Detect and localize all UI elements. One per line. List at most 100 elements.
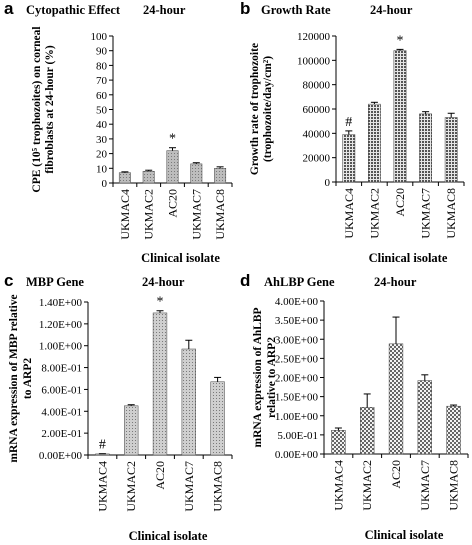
chart-c-svg: c MBP Gene 24-hour 0.00E+00 2.00E-01 4.00E-01… (4, 271, 233, 543)
y-tick-label-d: 1.50E+00 (275, 392, 319, 404)
x-tick-label-c: AC20 (153, 461, 167, 490)
panel-d: d AhLBP Gene 24-hour 0.00E+00 5.00E-01 1.00E+… (236, 271, 472, 545)
y-axis-label-c: mRNA expression of MBP relative (8, 294, 20, 462)
y-tick-label-a: 20 (96, 149, 108, 161)
y-axis-label-a: fibroblasts at 24-hour (%) (44, 45, 56, 173)
y-axis-label-b: Growth rate of trophozoite (249, 43, 261, 175)
bar-d-ukmac2 (360, 407, 375, 455)
significance-mark-b: # (345, 115, 352, 130)
y-tick-label-c: 4.00E-01 (41, 406, 82, 418)
panel-letter-a: a (4, 0, 14, 18)
x-tick-label-c: UKMAC8 (211, 461, 225, 512)
x-tick-label-c: UKMAC7 (182, 461, 196, 512)
chart-a-svg: a Cytopathic Effect 24-hour 0 10 20 30 40 50 60 70… (4, 0, 233, 265)
y-tick-label-d: 1.00E+00 (275, 411, 319, 423)
y-tick-label-a: 60 (96, 90, 108, 102)
y-tick-label-c: 1.00E+00 (39, 341, 83, 353)
y-tick-label-c: 8.00E-01 (41, 363, 82, 375)
y-tick-label-a: 0 (102, 178, 108, 190)
y-tick-label-b: 20000 (303, 153, 331, 165)
chart-title-b: Growth Rate (261, 3, 331, 17)
x-tick-label-b: UKMAC4 (342, 188, 356, 239)
x-tick-label-a: UKMAC8 (213, 189, 227, 240)
bar-c-ukmac8 (210, 381, 225, 456)
chart-title-c: MBP Gene (26, 275, 84, 289)
y-tick-label-a: 80 (96, 60, 108, 72)
x-tick-label-a: UKMAC2 (142, 189, 156, 240)
significance-mark-a: * (169, 132, 176, 147)
y-tick-label-a: 100 (91, 31, 108, 43)
chart-subtitle-a: 24-hour (143, 3, 186, 17)
panel-b: b Growth Rate 24-hour 0 20000 40000 60000 80000… (236, 0, 472, 272)
x-tick-label-b: AC20 (393, 188, 407, 217)
y-tick-label-d: 2.00E+00 (275, 373, 319, 385)
chart-title-a: Cytopathic Effect (26, 3, 121, 17)
x-axis-label-b: Clinical isolate (369, 251, 448, 265)
y-tick-label-c: 1.40E+00 (39, 297, 83, 309)
x-tick-label-a: UKMAC4 (118, 189, 132, 240)
x-axis-label-c: Clinical isolate (129, 529, 208, 543)
y-tick-label-a: 30 (96, 134, 108, 146)
x-tick-label-c: UKMAC2 (124, 461, 138, 512)
bar-a-ukmac4 (118, 172, 131, 184)
y-tick-label-b: 40000 (303, 128, 331, 140)
y-tick-label-d: 2.50E+00 (275, 353, 319, 365)
significance-mark-b: * (397, 33, 404, 48)
x-axis-label-a: Clinical isolate (141, 251, 220, 265)
bar-d-ukmac4 (331, 430, 346, 455)
x-tick-label-d: AC20 (389, 460, 403, 489)
chart-title-d: AhLBP Gene (264, 275, 335, 289)
y-tick-label-d: 3.50E+00 (275, 315, 319, 327)
y-tick-label-d: 5.00E-01 (277, 430, 318, 442)
y-tick-label-c: 0.00E+00 (39, 450, 83, 462)
chart-subtitle-c: 24-hour (142, 275, 185, 289)
y-tick-label-c: 6.00E-01 (41, 384, 82, 396)
x-tick-label-d: UKMAC4 (331, 460, 345, 511)
chart-d-svg: d AhLBP Gene 24-hour 0.00E+00 5.00E-01 1.00E+… (240, 271, 469, 542)
x-tick-label-a: AC20 (166, 189, 180, 218)
bar-a-ac20 (166, 150, 179, 184)
bar-a-ukmac8 (214, 168, 227, 184)
y-tick-label-a: 10 (96, 163, 108, 175)
bar-c-ukmac7 (181, 348, 196, 456)
significance-mark-c: * (157, 295, 164, 310)
bar-b-ac20 (393, 50, 407, 183)
bar-b-ukmac7 (419, 113, 432, 183)
bar-a-ukmac2 (142, 170, 155, 184)
panel-letter-d: d (240, 271, 250, 290)
bar-b-ukmac4 (342, 134, 356, 183)
panel-letter-c: c (4, 271, 13, 290)
y-tick-label-a: 70 (96, 75, 108, 87)
y-tick-label-a: 90 (96, 46, 108, 58)
chart-subtitle-b: 24-hour (370, 3, 413, 17)
y-tick-label-d: 4.00E+00 (275, 296, 319, 308)
panel-c: c MBP Gene 24-hour 0.00E+00 2.00E-01 4.00E-01… (0, 271, 236, 545)
x-tick-label-b: UKMAC7 (419, 188, 433, 239)
y-tick-label-b: 0 (325, 177, 331, 189)
y-tick-label-b: 80000 (303, 80, 331, 92)
x-tick-label-c: UKMAC4 (95, 461, 109, 512)
bar-a-ukmac7 (190, 163, 203, 184)
x-tick-label-d: UKMAC8 (447, 460, 461, 511)
y-axis-label-a: CPE (10⁵ trophozoites) on corneal (31, 26, 43, 192)
y-tick-label-c: 2.00E-01 (41, 428, 82, 440)
y-tick-label-d: 3.00E+00 (275, 334, 319, 346)
chart-b-svg: b Growth Rate 24-hour 0 20000 40000 60000 80000… (240, 0, 465, 265)
x-axis-label-d: Clinical isolate (365, 528, 444, 542)
y-tick-label-c: 1.20E+00 (39, 319, 83, 331)
y-tick-label-b: 100000 (297, 55, 331, 67)
panel-a: a Cytopathic Effect 24-hour 0 10 20 30 40 50 60 70… (0, 0, 236, 272)
y-tick-label-b: 60000 (303, 104, 331, 116)
y-tick-label-d: 0.00E+00 (275, 449, 319, 461)
bar-b-ukmac8 (444, 117, 458, 183)
y-axis-label-d: mRNA expression of AhLBP (252, 307, 264, 447)
y-axis-label-c: to ARP2 (22, 358, 34, 399)
bar-d-ac20 (388, 343, 404, 455)
chart-subtitle-d: 24-hour (374, 275, 417, 289)
bar-d-ukmac8 (446, 405, 461, 455)
y-tick-label-b: 120000 (297, 31, 331, 43)
bar-c-ukmac2 (124, 405, 139, 456)
y-axis-label-b: (trophozoite/day/cm²) (262, 56, 274, 162)
bar-d-ukmac7 (417, 380, 432, 455)
y-tick-label-a: 40 (96, 119, 108, 131)
